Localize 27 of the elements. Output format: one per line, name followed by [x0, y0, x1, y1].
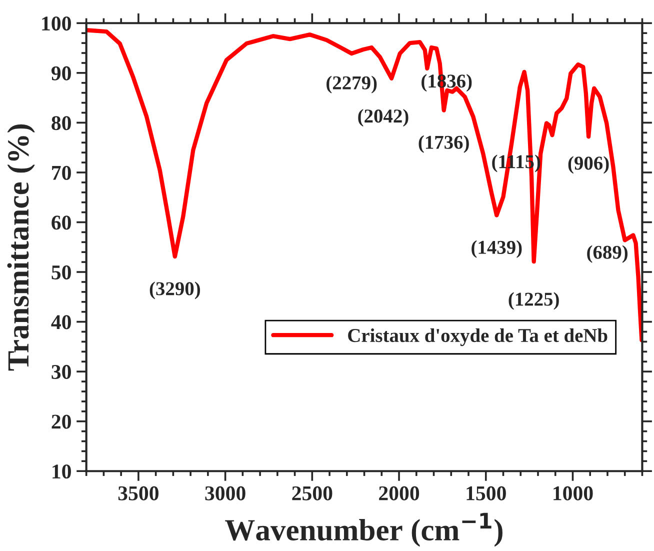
- y-tick-label: 60: [52, 216, 71, 230]
- x-tick-label: 3000: [205, 486, 246, 500]
- x-tick-label: 2500: [292, 486, 332, 500]
- y-tick-label: 40: [51, 315, 71, 330]
- annotation: (2042): [358, 108, 408, 127]
- annotation: (3290): [150, 282, 200, 300]
- x-tick-label: 2000: [379, 486, 420, 500]
- y-tick-label: 100: [42, 16, 71, 31]
- y-tick-label: 80: [52, 116, 71, 130]
- x-tick-label: 1500: [466, 486, 506, 500]
- annotation: (1736): [418, 135, 469, 153]
- y-tick-label: 90: [51, 66, 71, 80]
- y-tick-label: 10: [52, 464, 71, 479]
- annotation: (689): [587, 245, 628, 263]
- x-tick-label: 1000: [554, 486, 593, 500]
- y-tick-label: 30: [52, 364, 71, 379]
- annotation: (1225): [508, 292, 559, 310]
- x-axis-title: Wavenumber (cm$^{−1}$): [225, 512, 502, 547]
- y-tick-label: 70: [52, 166, 71, 180]
- y-axis-title: Transmittance (%): [7, 124, 35, 371]
- y-tick-label: 50: [52, 265, 71, 280]
- legend-label: Cristaux d'oxyde de Ta et deNb: [348, 328, 608, 346]
- x-tick-label: 3500: [118, 486, 158, 500]
- annotation: (906): [568, 156, 609, 174]
- annotation: (1439): [472, 240, 522, 258]
- annotation: (2279): [326, 76, 377, 94]
- y-tick-label: 20: [52, 414, 71, 429]
